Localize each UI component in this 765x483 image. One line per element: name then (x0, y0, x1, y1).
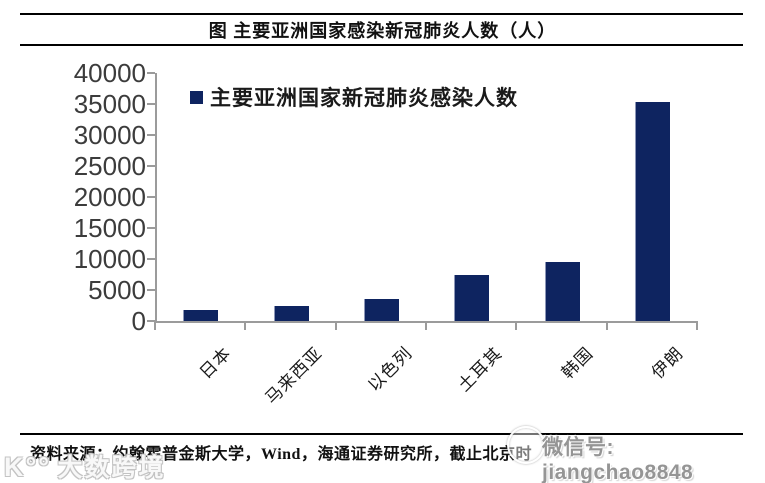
x-tick-mark (334, 321, 337, 330)
y-tick-label: 5000 (88, 275, 146, 305)
brand-watermark: K°° 大数跨境 (4, 448, 166, 483)
bar-日本 (183, 310, 219, 321)
legend: 主要亚洲国家新冠肺炎感染人数 (190, 82, 518, 112)
y-tick-mark (147, 258, 155, 260)
x-tick-mark (154, 321, 156, 330)
x-tick-mark (425, 321, 427, 330)
source-note: 资料来源：约翰霍普金斯大学，Wind，海通证券研究所，截止北京时 (30, 446, 532, 463)
y-tick-label: 30000 (73, 120, 146, 150)
bar-韩国 (544, 262, 580, 321)
x-tick-mark (515, 321, 518, 330)
legend-marker-icon (190, 90, 203, 104)
bar-马来西亚 (273, 306, 309, 321)
bar-以色列 (363, 298, 399, 321)
legend-label: 主要亚洲国家新冠肺炎感染人数 (210, 86, 518, 110)
x-tick-mark (605, 321, 608, 330)
watermark-circle-emblem-icon (507, 426, 545, 464)
y-tick-mark (147, 72, 155, 74)
y-tick-mark (147, 196, 155, 198)
x-tick-mark (244, 321, 247, 330)
bar-伊朗 (634, 101, 670, 321)
y-tick-label: 10000 (73, 244, 146, 274)
y-tick-label: 35000 (73, 89, 146, 119)
y-tick-label: 40000 (73, 58, 146, 88)
y-tick-mark (147, 103, 155, 105)
y-axis-line (155, 73, 157, 323)
title-top-rule (20, 13, 743, 15)
bar-土耳其 (454, 275, 490, 321)
chart-title: 图 主要亚洲国家感染新冠肺炎人数（人） (208, 21, 557, 41)
y-tick-label: 20000 (73, 182, 146, 212)
y-tick-label: 0 (131, 306, 146, 336)
x-tick-mark (696, 321, 698, 330)
y-tick-mark (147, 165, 155, 167)
y-tick-label: 25000 (73, 151, 146, 181)
title-bottom-rule (20, 44, 743, 46)
y-tick-mark (147, 320, 155, 322)
y-tick-mark (147, 134, 155, 136)
y-tick-label: 15000 (73, 213, 146, 243)
brand-name: 大数跨境 (57, 454, 166, 482)
brand-logo-icon: K°° (4, 452, 52, 482)
footer-rule (20, 433, 743, 435)
y-tick-mark (147, 227, 155, 229)
wechat-id-watermark: 微信号: jiangchao8848 (542, 436, 694, 483)
y-tick-mark (147, 289, 155, 291)
